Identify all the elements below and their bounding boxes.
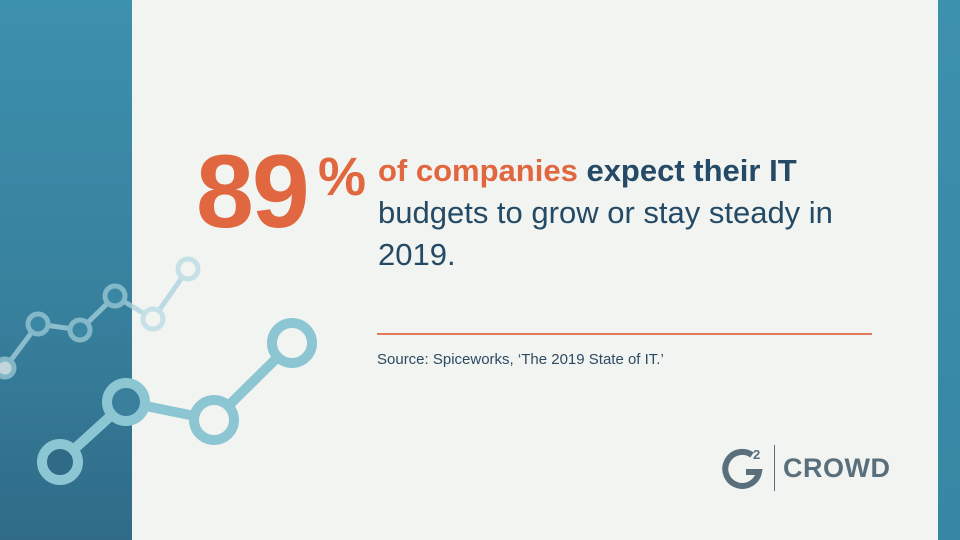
logo-text: CROWD [783, 452, 891, 483]
source-citation: Source: Spiceworks, ‘The 2019 State of I… [377, 351, 664, 368]
g2-crowd-logo: 2 CROWD [722, 442, 890, 494]
headline-bold: expect their IT [586, 153, 797, 188]
stat-number: 89 [196, 134, 310, 250]
headline-rest: budgets to grow or stay steady in 2019. [378, 195, 833, 272]
divider [377, 333, 872, 335]
logo-separator [774, 445, 775, 491]
left-accent-band [0, 0, 132, 540]
right-accent-band [938, 0, 960, 540]
svg-text:2: 2 [753, 447, 760, 462]
headline: of companies expect their IT budgets to … [378, 150, 898, 276]
g2-logo-icon: 2 [722, 447, 763, 489]
stat-percent-sign: % [318, 147, 367, 207]
headline-highlight: of companies [378, 153, 578, 188]
